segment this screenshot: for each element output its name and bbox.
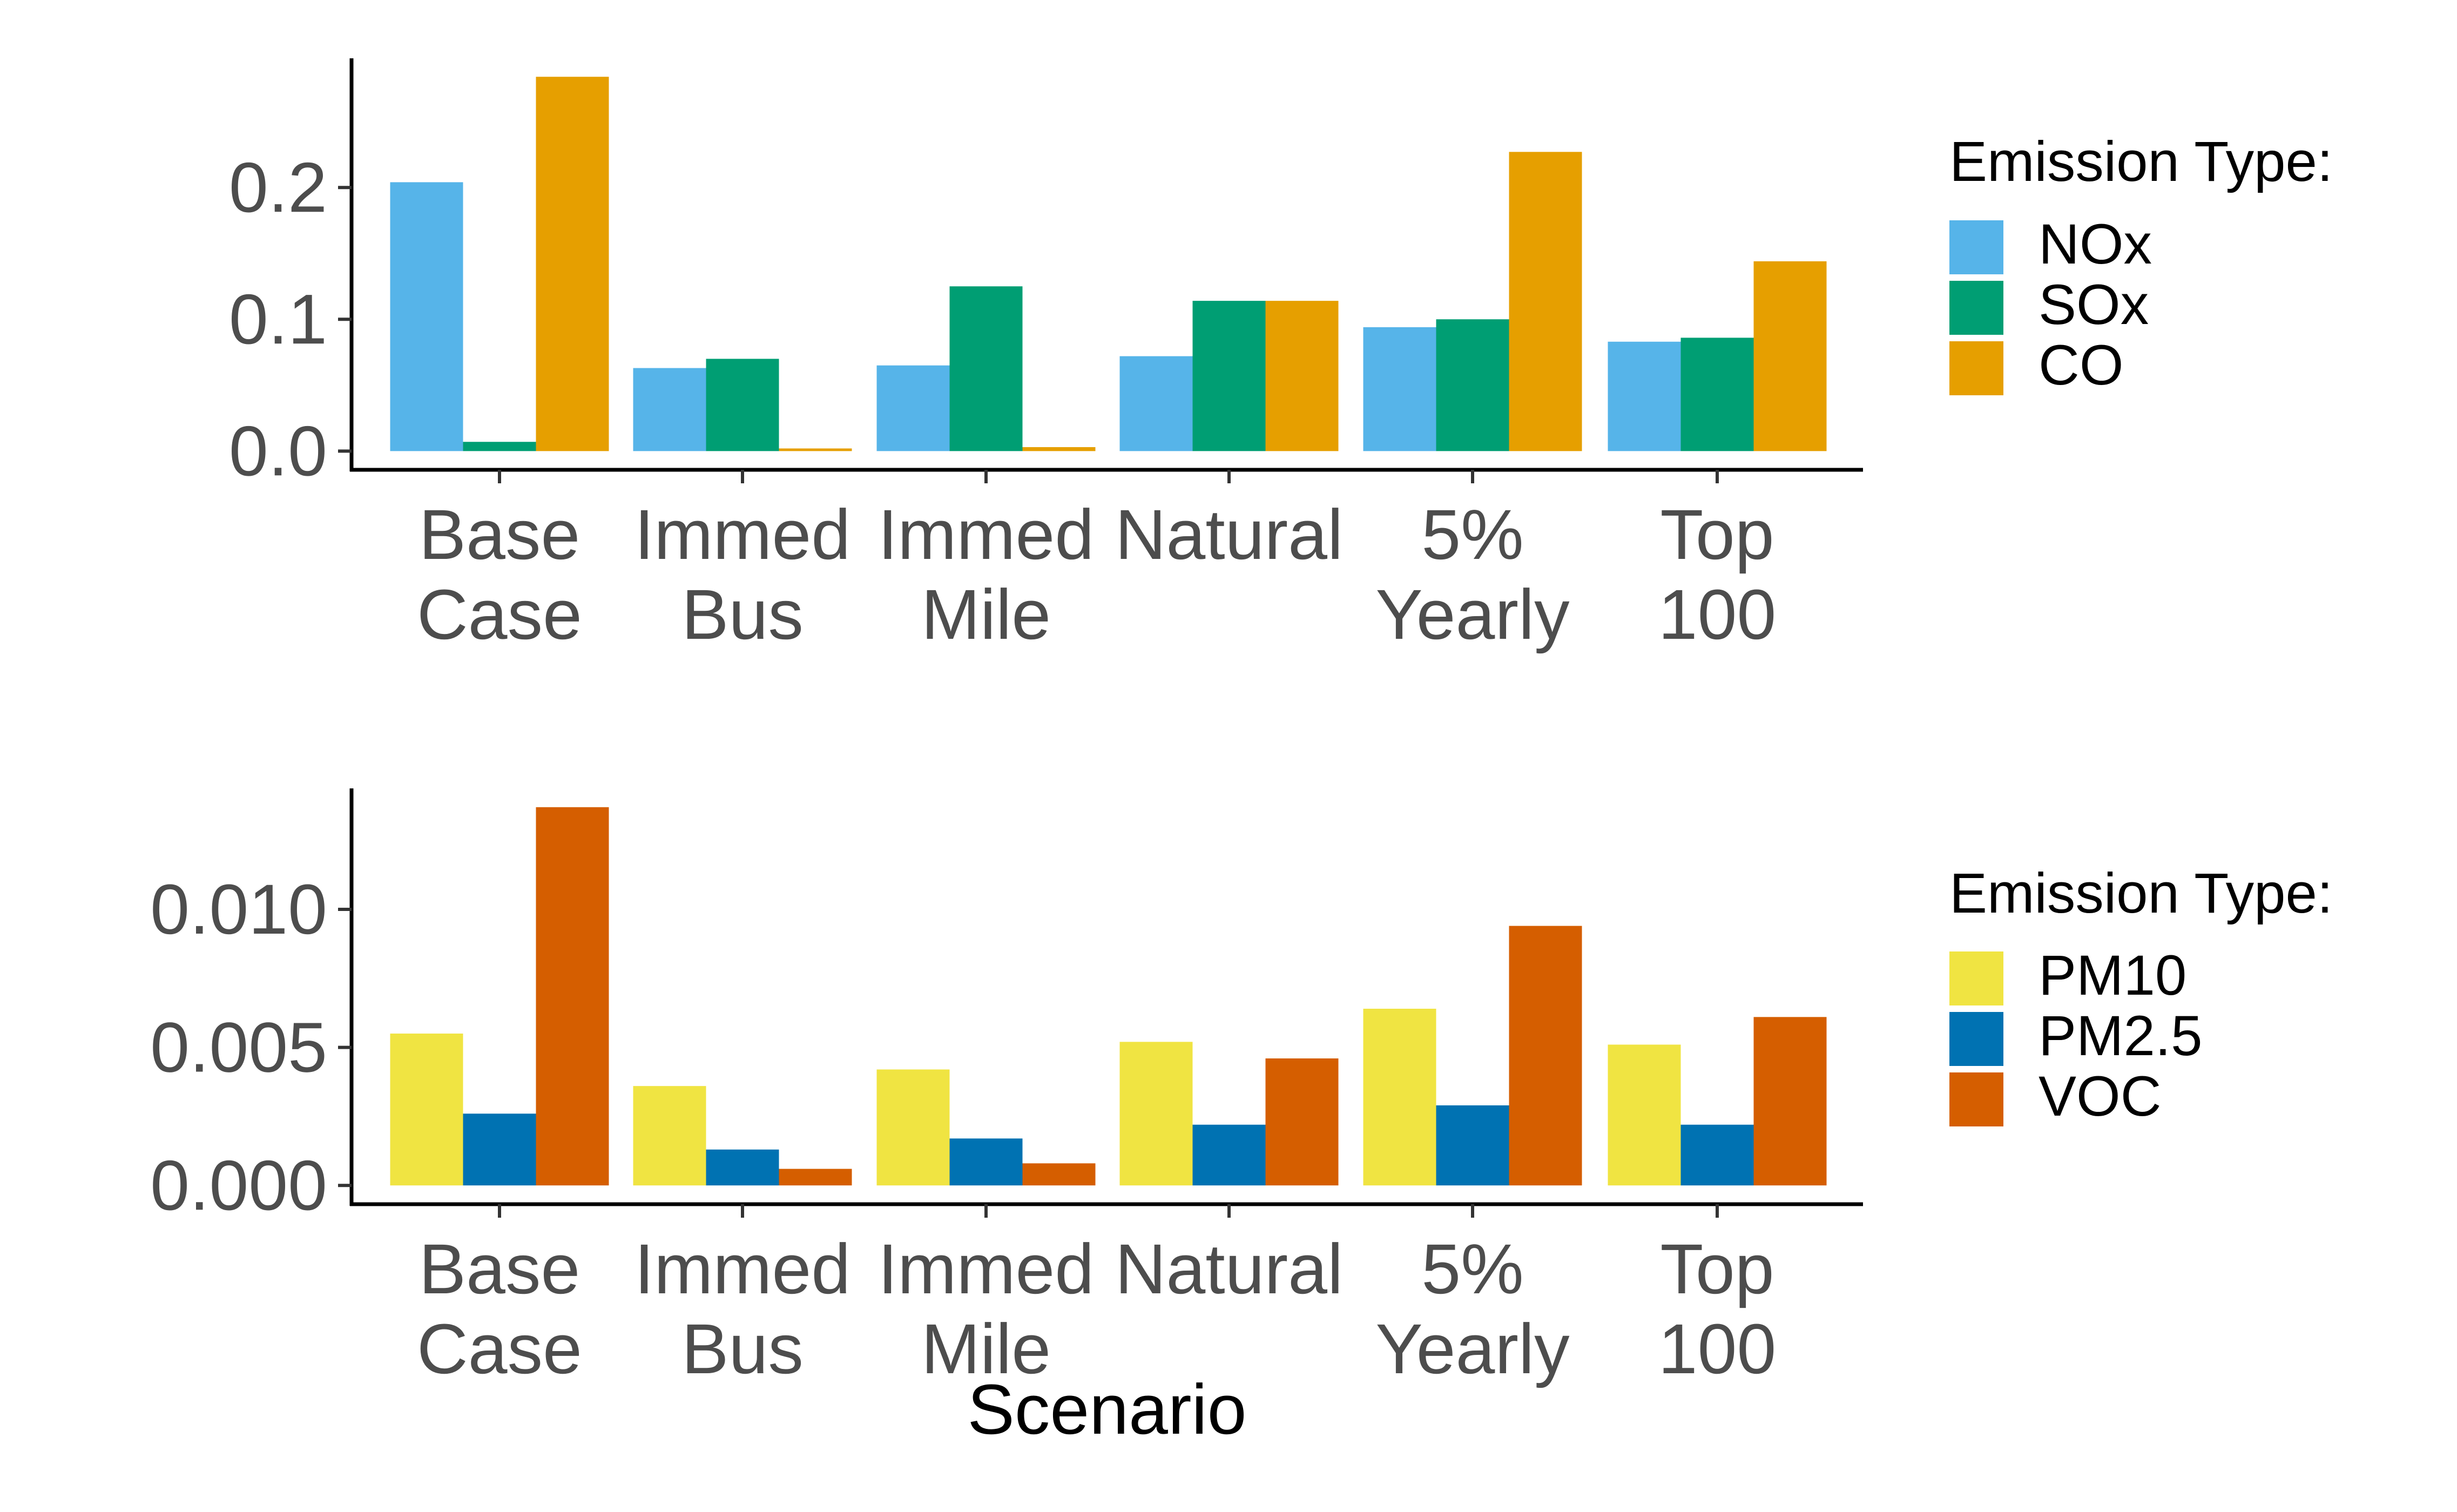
bar-voc-3	[1265, 1058, 1339, 1186]
x-tick-label: Top	[1660, 495, 1774, 574]
chart-panel-2: 0.0000.0050.010BaseCaseImmedBusImmedMile…	[150, 788, 2333, 1388]
legend-key-pm10	[1949, 951, 2003, 1005]
x-tick-label: Mile	[921, 575, 1051, 654]
x-tick-label: Natural	[1115, 495, 1343, 574]
legend-title: Emission Type:	[1949, 862, 2333, 925]
legend-key-co	[1949, 341, 2003, 395]
bar-pm25-5	[1680, 1124, 1754, 1186]
x-tick-label: Mile	[921, 1309, 1051, 1388]
x-tick-label: Case	[417, 1309, 582, 1388]
x-tick-label: 5%	[1421, 1229, 1523, 1308]
x-tick-label: Top	[1660, 1229, 1774, 1308]
bar-nox-4	[1363, 327, 1436, 451]
x-tick-label: Bus	[681, 1309, 804, 1388]
bar-voc-4	[1509, 926, 1582, 1186]
x-tick-label: Immed	[634, 1229, 850, 1308]
x-tick-label: Yearly	[1375, 575, 1570, 654]
bar-co-0	[536, 77, 609, 451]
legend-label: SOx	[2039, 273, 2149, 336]
x-tick-label: Immed	[634, 495, 850, 574]
bar-nox-2	[876, 365, 950, 451]
bar-pm10-3	[1119, 1042, 1193, 1186]
bar-co-1	[779, 448, 852, 451]
bar-voc-5	[1753, 1017, 1827, 1186]
legend-key-nox	[1949, 220, 2003, 274]
legend-label: CO	[2039, 334, 2124, 397]
x-tick-label: Base	[419, 1229, 580, 1308]
bar-sox-0	[463, 442, 536, 451]
x-tick-label: Immed	[878, 1229, 1094, 1308]
bar-sox-1	[706, 359, 779, 451]
bar-pm25-3	[1192, 1124, 1266, 1186]
bar-sox-4	[1436, 319, 1509, 451]
x-tick-label: Immed	[878, 495, 1094, 574]
x-tick-label: Case	[417, 575, 582, 654]
bar-pm10-4	[1363, 1009, 1436, 1186]
y-tick-label: 0.000	[150, 1145, 327, 1225]
chart-panels: 0.00.10.2BaseCaseImmedBusImmedMileNatura…	[150, 58, 2333, 1388]
bar-pm25-1	[706, 1149, 779, 1186]
legend-key-pm25	[1949, 1012, 2003, 1066]
y-tick-label: 0.005	[150, 1008, 327, 1087]
bar-co-4	[1509, 152, 1582, 451]
legend-label: PM2.5	[2039, 1004, 2202, 1068]
bar-pm25-4	[1436, 1105, 1509, 1186]
bar-nox-5	[1608, 341, 1681, 451]
bar-pm10-0	[390, 1034, 463, 1186]
legend-label: PM10	[2039, 944, 2186, 1007]
bar-co-3	[1265, 301, 1339, 451]
bar-sox-2	[949, 286, 1023, 451]
x-tick-label: Base	[419, 495, 580, 574]
bar-voc-2	[1022, 1163, 1096, 1186]
y-tick-label: 0.2	[229, 147, 327, 227]
bar-pm10-2	[876, 1069, 950, 1186]
bar-co-2	[1022, 447, 1096, 451]
bar-pm25-0	[463, 1113, 536, 1186]
legend-key-sox	[1949, 281, 2003, 335]
legend-key-voc	[1949, 1072, 2003, 1126]
legend-label: VOC	[2039, 1065, 2162, 1128]
x-axis-title: Scenario	[967, 1369, 1246, 1449]
y-tick-label: 0.010	[150, 869, 327, 949]
x-tick-label: 5%	[1421, 495, 1523, 574]
legend-title: Emission Type:	[1949, 130, 2333, 193]
legend-label: NOx	[2039, 213, 2152, 276]
bar-pm10-1	[633, 1086, 706, 1186]
bar-sox-3	[1192, 301, 1266, 451]
chart-panel-1: 0.00.10.2BaseCaseImmedBusImmedMileNatura…	[229, 58, 2333, 654]
x-tick-label: Yearly	[1375, 1309, 1570, 1388]
bar-pm10-5	[1608, 1044, 1681, 1186]
bar-sox-5	[1680, 338, 1754, 451]
bar-co-5	[1753, 261, 1827, 451]
bar-voc-0	[536, 807, 609, 1186]
x-tick-label: Bus	[681, 575, 804, 654]
y-tick-label: 0.0	[229, 411, 327, 490]
bar-nox-1	[633, 368, 706, 451]
x-tick-label: 100	[1658, 1309, 1777, 1388]
bar-nox-0	[390, 182, 463, 451]
bar-voc-1	[779, 1169, 852, 1186]
x-tick-label: 100	[1658, 575, 1777, 654]
bar-nox-3	[1119, 356, 1193, 451]
x-tick-label: Natural	[1115, 1229, 1343, 1308]
y-tick-label: 0.1	[229, 279, 327, 359]
bar-pm25-2	[949, 1138, 1023, 1186]
